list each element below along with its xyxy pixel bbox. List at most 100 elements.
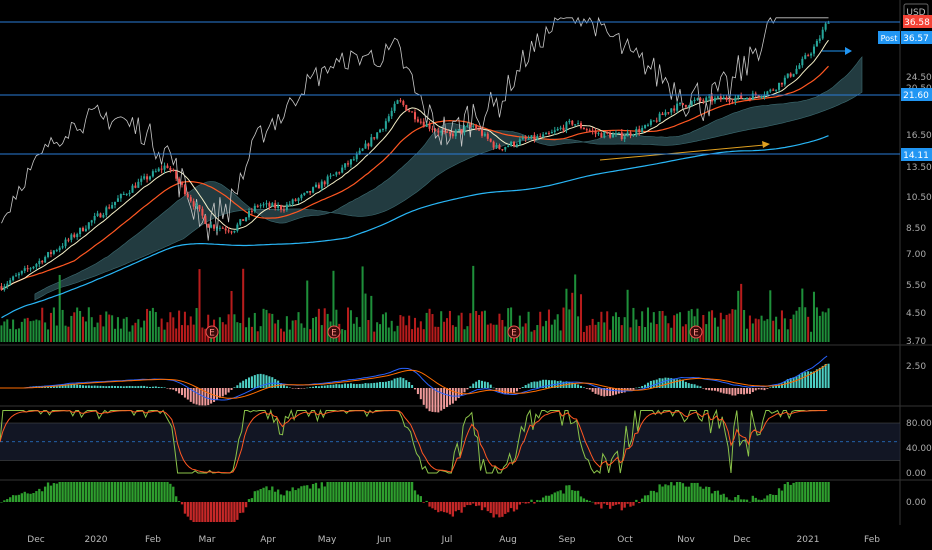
volume-bar xyxy=(105,311,108,342)
oscillator-bar xyxy=(509,502,513,509)
macd-histogram-bar xyxy=(352,383,355,388)
candle-body xyxy=(798,65,801,69)
candle-body xyxy=(26,268,29,270)
candle-body xyxy=(81,227,85,232)
candle-body xyxy=(93,215,96,221)
macd-histogram-bar xyxy=(242,380,245,388)
oscillator-bar xyxy=(673,485,676,502)
oscillator-bar xyxy=(300,486,303,502)
candle-body xyxy=(460,129,463,133)
oscillator-bar xyxy=(265,486,268,502)
volume-bar xyxy=(332,270,335,342)
macd-histogram-bar xyxy=(399,377,402,388)
volume-bar xyxy=(381,314,384,342)
volume-bar xyxy=(600,311,603,342)
macd-histogram-bar xyxy=(151,386,154,388)
candle-body xyxy=(166,165,169,169)
time-axis[interactable]: Dec 2020 Feb Mar Apr May Jun Jul Aug Sep Oct Nov Dec… xyxy=(27,535,880,545)
macd-histogram-bar xyxy=(681,379,684,388)
stochastic-tick-label: 0.00 xyxy=(906,469,926,479)
oscillator-bar xyxy=(553,492,556,502)
volume-bar xyxy=(125,317,128,342)
volume-bar xyxy=(67,326,70,342)
stochastic-pane[interactable] xyxy=(0,408,900,474)
oscillator-pane[interactable] xyxy=(0,482,830,522)
volume-bar xyxy=(376,322,379,342)
volume-bar xyxy=(708,311,711,342)
candle-body xyxy=(291,199,294,205)
volume-bar xyxy=(352,323,355,342)
candle-body xyxy=(38,260,41,264)
candle-body xyxy=(172,170,175,172)
candle-body xyxy=(463,126,466,133)
ichimoku-cloud xyxy=(34,56,863,301)
volume-bar xyxy=(309,329,312,342)
oscillator-bar xyxy=(35,491,38,502)
volume-bar xyxy=(288,329,291,342)
candle-body xyxy=(79,227,82,235)
macd-histogram-bar xyxy=(387,380,390,388)
candle-body xyxy=(390,110,393,117)
volume-bar xyxy=(239,323,242,342)
oscillator-bar xyxy=(658,484,661,502)
candle-body xyxy=(367,143,370,147)
candle-body xyxy=(253,205,256,212)
oscillator-bar xyxy=(3,500,6,502)
macd-histogram-bar xyxy=(323,385,326,388)
candle-body xyxy=(41,260,44,263)
price-candles[interactable] xyxy=(0,20,830,292)
macd-histogram-bar xyxy=(783,381,786,388)
time-tick-label: Jun xyxy=(376,535,391,545)
macd-histogram-bar xyxy=(638,387,641,388)
oscillator-bar xyxy=(626,502,629,504)
oscillator-bar xyxy=(745,499,749,502)
candle-body xyxy=(734,97,737,102)
candle-body xyxy=(250,210,253,212)
candle-body xyxy=(792,73,795,77)
oscillator-bar xyxy=(824,482,827,502)
volume-bar xyxy=(539,311,542,342)
volume-bar xyxy=(358,326,361,342)
oscillator-bar xyxy=(32,492,35,502)
volume-bar xyxy=(265,309,268,342)
macd-histogram-bar xyxy=(492,387,495,389)
macd-histogram-bar xyxy=(178,388,181,394)
macd-histogram-bar xyxy=(798,375,801,388)
macd-histogram-bar xyxy=(239,382,242,388)
earnings-marker-label: E xyxy=(511,329,517,339)
volume-bar xyxy=(510,307,513,342)
candle-body xyxy=(775,89,778,91)
price-axis[interactable]: 24.5020.5016.5013.5010.508.507.005.504.5… xyxy=(906,73,932,508)
macd-histogram-bar xyxy=(157,386,160,388)
currency-label: USD xyxy=(906,8,925,18)
oscillator-bar xyxy=(408,482,411,502)
oscillator-bar xyxy=(384,482,388,502)
oscillator-bar xyxy=(643,495,647,502)
candle-body xyxy=(804,55,807,59)
macd-histogram-bar xyxy=(591,388,594,392)
candle-body xyxy=(536,136,539,140)
candle-body xyxy=(731,101,734,103)
oscillator-tick-label: 0.00 xyxy=(906,498,926,508)
candle-body xyxy=(323,181,326,185)
oscillator-bar xyxy=(332,482,335,502)
oscillator-bar xyxy=(390,482,393,502)
oscillator-bar xyxy=(148,482,152,502)
candle-body xyxy=(320,181,323,189)
candle-body xyxy=(719,96,722,100)
macd-histogram-bar xyxy=(705,388,708,390)
macd-histogram-bar xyxy=(737,388,740,395)
oscillator-bar xyxy=(795,482,798,502)
volume-bar xyxy=(827,308,830,342)
oscillator-bar xyxy=(140,482,143,502)
volume-bar xyxy=(737,290,740,342)
oscillator-bar xyxy=(533,502,536,504)
macd-pane[interactable] xyxy=(0,355,830,413)
volume-bar xyxy=(483,310,486,342)
oscillator-bar xyxy=(294,490,297,502)
ma-mid-line xyxy=(1,65,829,291)
volume-bar xyxy=(419,321,422,342)
horizontal-levels[interactable] xyxy=(0,21,900,155)
